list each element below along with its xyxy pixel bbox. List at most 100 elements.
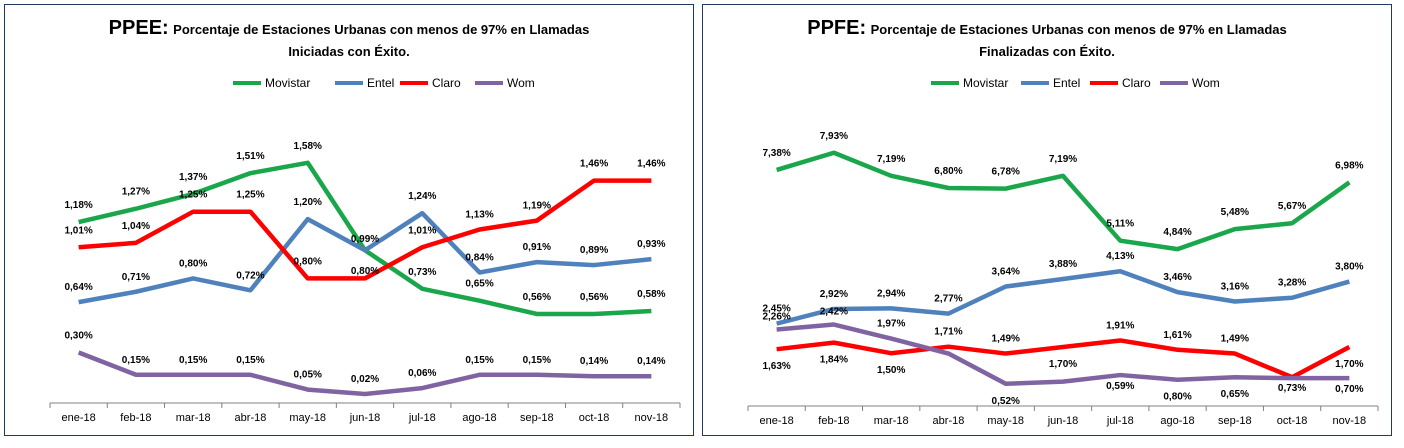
data-label: 2,45% xyxy=(762,304,790,315)
data-label: 1,63% xyxy=(762,361,790,372)
data-label: 5,11% xyxy=(1106,219,1134,230)
data-label: 0,80% xyxy=(1163,392,1191,403)
chart-title-line2: Finalizadas con Éxito. xyxy=(979,44,1115,59)
data-label: 6,80% xyxy=(934,166,962,177)
data-label: 0,58% xyxy=(637,289,665,300)
legend-label: Entel xyxy=(1053,76,1080,90)
data-label: 0,02% xyxy=(351,374,379,385)
data-label: 1,25% xyxy=(179,190,207,201)
data-label: 0,15% xyxy=(122,355,150,366)
legend-label: Movistar xyxy=(963,76,1008,90)
data-label: 1,71% xyxy=(934,327,962,338)
data-label: 1,13% xyxy=(465,209,493,220)
data-label: 1,46% xyxy=(580,159,608,170)
x-tick-label: nov-18 xyxy=(1333,415,1367,427)
data-label: 0,15% xyxy=(236,355,264,366)
data-label: 0,80% xyxy=(179,258,207,269)
legend-label: Claro xyxy=(1122,76,1151,90)
chart-title-code: PPFE: xyxy=(807,17,867,39)
legend-label: Movistar xyxy=(265,76,310,90)
series-line-movistar xyxy=(775,150,1351,252)
data-label: 0,91% xyxy=(523,242,551,253)
x-tick-label: feb-18 xyxy=(120,412,151,424)
x-tick-label: mar-18 xyxy=(176,412,211,424)
line-chart-ppee: ene-18 feb-18 mar-18 abr-18 may-18 jun-18 jul-… xyxy=(49,76,681,424)
data-label: 0,56% xyxy=(523,292,551,303)
data-label: 2,77% xyxy=(934,294,962,305)
data-label: 7,19% xyxy=(1049,154,1077,165)
data-label: 3,28% xyxy=(1278,278,1306,289)
data-label: 1,61% xyxy=(1163,330,1191,341)
data-label: 4,13% xyxy=(1106,251,1134,262)
chart-title-code: PPEE: xyxy=(108,17,169,39)
series-line-wom xyxy=(77,350,652,397)
data-label: 1,91% xyxy=(1106,320,1134,331)
data-label: 0,15% xyxy=(179,355,207,366)
data-label: 1,37% xyxy=(179,172,207,183)
data-label: 1,70% xyxy=(1335,359,1363,370)
data-label: 0,06% xyxy=(408,368,436,379)
legend-label: Wom xyxy=(507,76,535,90)
data-label: 0,15% xyxy=(465,355,493,366)
series-line-claro xyxy=(776,338,1351,380)
data-label: 0,15% xyxy=(523,355,551,366)
data-label: 3,64% xyxy=(992,267,1020,278)
series-line-entel xyxy=(78,210,652,305)
data-label: 4,84% xyxy=(1163,227,1191,238)
data-label: 0,14% xyxy=(637,356,665,367)
data-label: 1,51% xyxy=(236,151,264,162)
chart-panel-ppee: PPEE: Porcentaje de Estaciones Urbanas c… xyxy=(4,4,694,436)
data-label: 0,84% xyxy=(465,252,493,263)
data-label: 3,46% xyxy=(1163,272,1191,283)
chart-title-line1: Porcentaje de Estaciones Urbanas con men… xyxy=(173,22,590,37)
data-label: 0,56% xyxy=(580,292,608,303)
data-label: 0,70% xyxy=(1335,384,1363,395)
x-tick-label: jun-18 xyxy=(1047,415,1079,427)
data-label: 1,50% xyxy=(877,365,905,376)
x-tick-label: sep-18 xyxy=(520,412,554,424)
x-tick-label: nov-18 xyxy=(635,412,669,424)
data-label: 3,80% xyxy=(1335,262,1363,273)
data-label: 0,93% xyxy=(637,239,665,250)
chart-title-line1: Porcentaje de Estaciones Urbanas con men… xyxy=(870,22,1287,37)
data-label: 0,59% xyxy=(1106,381,1134,392)
data-label: 5,67% xyxy=(1278,201,1306,212)
data-label: 1,20% xyxy=(294,197,322,208)
data-label: 0,65% xyxy=(1221,389,1249,400)
data-label: 1,27% xyxy=(122,187,150,198)
series-line-entel xyxy=(776,268,1350,326)
x-tick-label: ene-18 xyxy=(62,412,96,424)
data-label: 1,18% xyxy=(64,200,92,211)
chart-title-line2: Iniciadas con Éxito. xyxy=(288,44,410,59)
line-chart-ppfe: ene-18 feb-18 mar-18 abr-18 may-18 jun-18 jul-… xyxy=(747,76,1379,427)
data-label: 0,73% xyxy=(1278,383,1306,394)
data-label: 7,19% xyxy=(877,154,905,165)
data-label: 6,78% xyxy=(992,167,1020,178)
data-label: 0,64% xyxy=(64,282,92,293)
data-label: 0,89% xyxy=(580,245,608,256)
data-label: 1,01% xyxy=(408,225,436,236)
data-label: 1,25% xyxy=(236,190,264,201)
data-label: 0,05% xyxy=(294,370,322,381)
x-tick-label: mar-18 xyxy=(874,415,909,427)
data-label: 1,19% xyxy=(523,201,551,212)
data-label: 1,70% xyxy=(1049,359,1077,370)
x-tick-label: ene-18 xyxy=(760,415,794,427)
x-tick-label: sep-18 xyxy=(1218,415,1252,427)
data-label: 0,73% xyxy=(408,267,436,278)
x-tick-label: jul-18 xyxy=(1106,415,1134,427)
data-label: 5,48% xyxy=(1221,207,1249,218)
series-line-wom xyxy=(776,322,1350,387)
data-label: 0,99% xyxy=(351,234,379,245)
x-tick-label: may-18 xyxy=(987,415,1024,427)
legend-label: Claro xyxy=(432,76,461,90)
x-tick-label: ago-18 xyxy=(1160,415,1194,427)
chart-title: PPFE: Porcentaje de Estaciones Urbanas c… xyxy=(703,17,1391,63)
data-label: 1,24% xyxy=(408,191,436,202)
data-label: 1,58% xyxy=(294,141,322,152)
data-label: 7,38% xyxy=(762,148,790,159)
x-tick-label: feb-18 xyxy=(818,415,849,427)
data-label: 1,97% xyxy=(877,319,905,330)
chart-panel-ppfe: PPFE: Porcentaje de Estaciones Urbanas c… xyxy=(702,4,1392,436)
data-label: 3,88% xyxy=(1049,259,1077,270)
